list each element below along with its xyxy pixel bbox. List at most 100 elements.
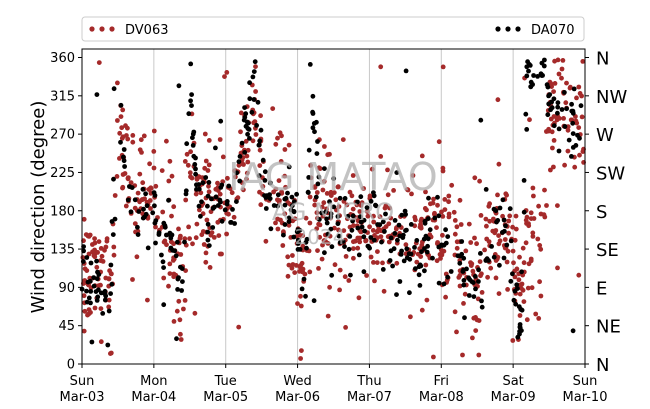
point-dv063 bbox=[468, 240, 474, 245]
point-da070 bbox=[314, 119, 319, 125]
point-dv063 bbox=[144, 199, 150, 205]
point-da070 bbox=[285, 190, 290, 196]
grid-lines bbox=[153, 49, 514, 364]
point-da070 bbox=[108, 262, 114, 268]
point-da070 bbox=[222, 207, 228, 213]
point-dv063 bbox=[111, 252, 117, 258]
point-da070 bbox=[159, 252, 164, 258]
point-da070 bbox=[368, 198, 374, 204]
point-da070 bbox=[311, 298, 317, 304]
point-da070 bbox=[105, 342, 111, 348]
point-dv063 bbox=[332, 262, 338, 268]
point-da070 bbox=[89, 339, 95, 345]
point-dv063 bbox=[446, 199, 451, 205]
point-da070 bbox=[166, 197, 171, 203]
point-dv063 bbox=[537, 243, 543, 248]
point-da070 bbox=[189, 103, 194, 108]
point-dv063 bbox=[184, 151, 190, 157]
point-dv063 bbox=[414, 259, 420, 265]
point-da070 bbox=[412, 245, 417, 250]
x-tick-date: Mar-09 bbox=[491, 390, 536, 405]
point-dv063 bbox=[423, 262, 429, 268]
point-da070 bbox=[267, 192, 272, 198]
point-dv063 bbox=[477, 259, 483, 264]
point-dv063 bbox=[171, 241, 177, 247]
point-da070 bbox=[256, 173, 262, 179]
point-da070 bbox=[361, 269, 367, 275]
legend-marker-dv063 bbox=[89, 26, 95, 32]
point-da070 bbox=[193, 166, 198, 172]
point-da070 bbox=[135, 224, 140, 230]
point-dv063 bbox=[452, 231, 458, 237]
point-da070 bbox=[252, 59, 258, 65]
legend-entry-da070: DA070 bbox=[495, 23, 575, 38]
point-dv063 bbox=[236, 162, 242, 168]
point-da070 bbox=[469, 279, 475, 284]
point-dv063 bbox=[442, 207, 448, 213]
point-da070 bbox=[503, 223, 508, 229]
point-dv063 bbox=[317, 234, 323, 240]
point-da070 bbox=[517, 324, 523, 330]
compass-label: SW bbox=[596, 163, 625, 184]
point-dv063 bbox=[520, 245, 526, 251]
point-da070 bbox=[263, 206, 269, 211]
point-da070 bbox=[109, 281, 115, 287]
point-da070 bbox=[526, 68, 531, 74]
x-tick-weekday: Sat bbox=[502, 374, 523, 389]
point-dv063 bbox=[185, 162, 191, 168]
point-dv063 bbox=[555, 203, 560, 209]
point-da070 bbox=[417, 262, 423, 268]
point-dv063 bbox=[238, 110, 244, 116]
point-da070 bbox=[559, 107, 565, 112]
point-dv063 bbox=[258, 113, 263, 119]
point-dv063 bbox=[386, 239, 392, 245]
point-dv063 bbox=[177, 317, 183, 323]
point-dv063 bbox=[285, 273, 291, 279]
point-dv063 bbox=[225, 175, 230, 181]
point-da070 bbox=[445, 274, 450, 280]
point-dv063 bbox=[151, 149, 157, 154]
point-da070 bbox=[396, 222, 402, 228]
point-dv063 bbox=[94, 264, 100, 270]
point-da070 bbox=[125, 197, 131, 203]
point-da070 bbox=[355, 199, 360, 205]
y-tick-label: 45 bbox=[58, 319, 75, 334]
point-da070 bbox=[176, 83, 182, 89]
point-da070 bbox=[143, 191, 149, 197]
point-dv063 bbox=[86, 251, 92, 257]
point-da070 bbox=[102, 288, 108, 294]
point-dv063 bbox=[555, 57, 561, 63]
point-dv063 bbox=[325, 313, 331, 319]
point-da070 bbox=[501, 255, 507, 261]
point-dv063 bbox=[253, 132, 259, 137]
point-dv063 bbox=[244, 153, 250, 159]
point-dv063 bbox=[253, 89, 258, 94]
point-dv063 bbox=[449, 182, 455, 188]
point-da070 bbox=[111, 176, 116, 182]
point-dv063 bbox=[380, 260, 385, 266]
point-dv063 bbox=[551, 164, 556, 170]
point-dv063 bbox=[279, 133, 284, 139]
point-da070 bbox=[118, 139, 123, 145]
point-dv063 bbox=[424, 297, 430, 303]
point-dv063 bbox=[462, 291, 468, 297]
point-da070 bbox=[196, 203, 202, 209]
y-tick-label: 0 bbox=[67, 358, 75, 373]
point-dv063 bbox=[385, 167, 390, 173]
point-dv063 bbox=[552, 81, 558, 86]
x-axis: SunMar-03MonMar-04TueMar-05WedMar-06ThuM… bbox=[60, 364, 607, 405]
point-da070 bbox=[399, 212, 405, 218]
point-dv063 bbox=[440, 232, 445, 238]
point-da070 bbox=[310, 109, 315, 115]
point-da070 bbox=[390, 263, 395, 269]
point-dv063 bbox=[95, 250, 100, 255]
point-da070 bbox=[570, 110, 576, 116]
point-dv063 bbox=[350, 173, 356, 178]
point-dv063 bbox=[325, 152, 331, 158]
point-dv063 bbox=[139, 150, 144, 155]
point-dv063 bbox=[216, 233, 222, 239]
point-dv063 bbox=[235, 195, 241, 201]
point-dv063 bbox=[192, 310, 198, 316]
point-dv063 bbox=[377, 214, 383, 220]
point-dv063 bbox=[289, 265, 295, 271]
